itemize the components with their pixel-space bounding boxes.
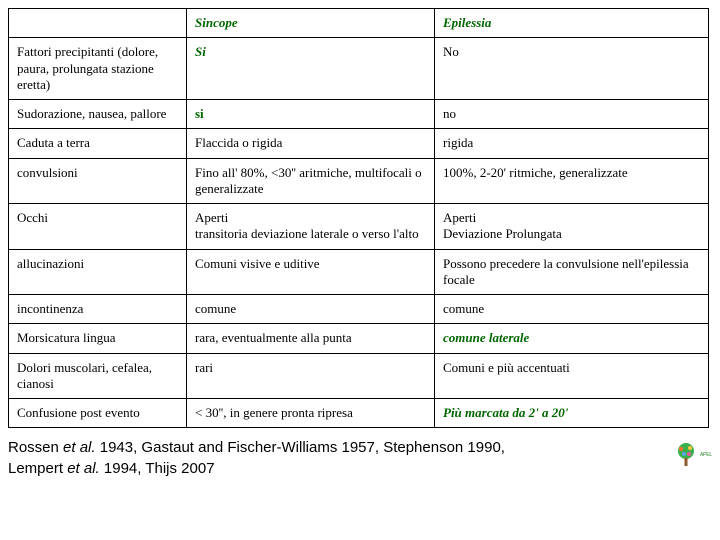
- footer-area: Rossen et al. 1943, Gastaut and Fischer-…: [8, 438, 712, 479]
- cell: rari: [187, 353, 435, 399]
- cell: Fino all' 80%, <30'' aritmiche, multifoc…: [187, 158, 435, 204]
- header-c2: Epilessia: [435, 9, 709, 38]
- cell: 100%, 2-20' ritmiche, generalizzate: [435, 158, 709, 204]
- cell-line2: transitoria deviazione laterale o verso …: [195, 226, 426, 242]
- row-label: convulsioni: [9, 158, 187, 204]
- cell: si: [187, 100, 435, 129]
- cell: Comuni e più accentuati: [435, 353, 709, 399]
- row-label: Dolori muscolari, cefalea, cianosi: [9, 353, 187, 399]
- cell: No: [435, 38, 709, 100]
- cell: Possono precedere la convulsione nell'ep…: [435, 249, 709, 295]
- cite-1a: Rossen: [8, 439, 63, 456]
- cell-text: si: [195, 106, 204, 121]
- cell: comune laterale: [435, 324, 709, 353]
- cell: comune: [187, 295, 435, 324]
- table-row: Caduta a terra Flaccida o rigida rigida: [9, 129, 709, 158]
- cell-text: Si: [195, 44, 206, 59]
- table-row: Dolori muscolari, cefalea, cianosi rari …: [9, 353, 709, 399]
- cell: < 30'', in genere pronta ripresa: [187, 399, 435, 428]
- comparison-table: Sincope Epilessia Fattori precipitanti (…: [8, 8, 709, 428]
- row-label: Morsicatura lingua: [9, 324, 187, 353]
- cell: no: [435, 100, 709, 129]
- cell: rigida: [435, 129, 709, 158]
- row-label: Confusione post evento: [9, 399, 187, 428]
- table-row: Confusione post evento < 30'', in genere…: [9, 399, 709, 428]
- footer-logo: APEL: [675, 442, 712, 468]
- row-label: allucinazioni: [9, 249, 187, 295]
- tree-icon: [675, 442, 697, 468]
- cell: Flaccida o rigida: [187, 129, 435, 158]
- cell: Aperti Deviazione Prolungata: [435, 204, 709, 250]
- cell: Si: [187, 38, 435, 100]
- cite-2a: Lempert: [8, 460, 67, 477]
- row-label: Fattori precipitanti (dolore, paura, pro…: [9, 38, 187, 100]
- cell-line1: Aperti: [443, 210, 700, 226]
- table-row: incontinenza comune comune: [9, 295, 709, 324]
- row-label: incontinenza: [9, 295, 187, 324]
- table-row: Sudorazione, nausea, pallore si no: [9, 100, 709, 129]
- cite-1b: et al.: [63, 439, 96, 456]
- table-row: Occhi Aperti transitoria deviazione late…: [9, 204, 709, 250]
- cell-line1: Aperti: [195, 210, 426, 226]
- cell: Aperti transitoria deviazione laterale o…: [187, 204, 435, 250]
- row-label: Occhi: [9, 204, 187, 250]
- cell-text: Più marcata da 2' a 20': [443, 405, 568, 420]
- header-c1: Sincope: [187, 9, 435, 38]
- cell: Comuni visive e uditive: [187, 249, 435, 295]
- row-label: Sudorazione, nausea, pallore: [9, 100, 187, 129]
- table-row: allucinazioni Comuni visive e uditive Po…: [9, 249, 709, 295]
- logo-text: APEL: [700, 452, 712, 458]
- table-row: convulsioni Fino all' 80%, <30'' aritmic…: [9, 158, 709, 204]
- cell-line2: Deviazione Prolungata: [443, 226, 700, 242]
- cell: Più marcata da 2' a 20': [435, 399, 709, 428]
- table-row: Morsicatura lingua rara, eventualmente a…: [9, 324, 709, 353]
- cite-1c: 1943, Gastaut and Fischer-Williams 1957,…: [96, 439, 505, 456]
- cite-2c: 1994, Thijs 2007: [100, 460, 215, 477]
- header-c0: [9, 9, 187, 38]
- cell: rara, eventualmente alla punta: [187, 324, 435, 353]
- cell-text: comune laterale: [443, 330, 529, 345]
- row-label: Caduta a terra: [9, 129, 187, 158]
- cell: comune: [435, 295, 709, 324]
- citation: Rossen et al. 1943, Gastaut and Fischer-…: [8, 438, 648, 479]
- table-row: Fattori precipitanti (dolore, paura, pro…: [9, 38, 709, 100]
- header-row: Sincope Epilessia: [9, 9, 709, 38]
- cite-2b: et al.: [67, 460, 100, 477]
